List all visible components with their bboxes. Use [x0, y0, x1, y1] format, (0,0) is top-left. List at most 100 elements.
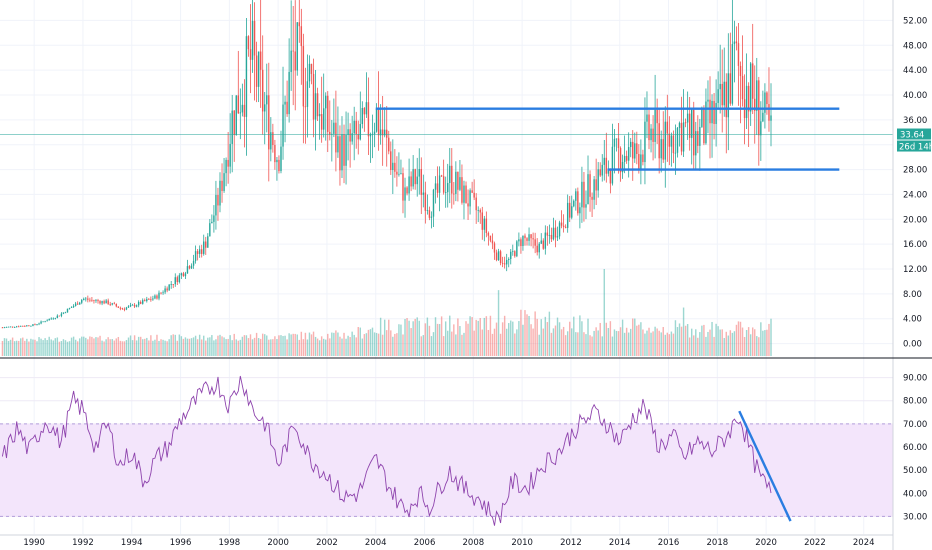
candle-body: [518, 239, 520, 242]
volume-bar: [316, 338, 319, 356]
candle-body: [416, 176, 418, 185]
volume-bar: [213, 340, 215, 356]
volume-bar: [473, 330, 475, 356]
candle-body: [192, 260, 195, 266]
candle-body: [343, 134, 345, 166]
volume-bar: [438, 324, 441, 356]
volume-bar: [646, 330, 648, 356]
candle-body: [556, 236, 559, 238]
candle-body: [81, 300, 83, 303]
volume-bar: [658, 330, 660, 356]
x-tick-label: 1996: [170, 538, 192, 548]
candle-body: [432, 189, 435, 217]
volume-bar: [150, 335, 152, 356]
candle-body: [99, 301, 101, 304]
volume-bar: [491, 333, 494, 356]
volume-bar: [294, 333, 296, 356]
volume-bar: [349, 337, 351, 356]
volume-bar: [180, 336, 183, 356]
volume-bar: [674, 320, 677, 356]
volume-bar: [310, 334, 313, 356]
candle-body: [457, 171, 459, 190]
volume-bar: [377, 333, 380, 356]
candle-body: [28, 325, 30, 327]
candle-body: [495, 252, 498, 261]
volume-bar: [5, 338, 8, 356]
candle-body: [725, 81, 727, 118]
volume-bar: [451, 331, 453, 356]
volume-bar: [404, 318, 406, 356]
volume-bar: [109, 339, 111, 356]
candle-body: [562, 225, 565, 227]
volume-bar: [550, 332, 553, 356]
volume-bar: [235, 339, 237, 356]
volume-bar: [540, 319, 542, 356]
candle-body: [695, 131, 697, 156]
candle-body: [644, 121, 646, 163]
volume-bar: [465, 321, 467, 356]
price-tick-label: 40.00: [903, 91, 927, 101]
candle-body: [400, 173, 402, 174]
candle-body: [137, 301, 140, 306]
volume-bar: [286, 339, 288, 356]
candle-body: [721, 83, 723, 106]
volume-bar: [30, 338, 32, 356]
volume-bar: [495, 322, 498, 356]
candle-body: [764, 92, 766, 113]
rsi-trendline[interactable]: [738, 410, 792, 522]
volume-bar: [345, 338, 347, 356]
candle-body: [510, 251, 512, 259]
candle-body: [142, 300, 144, 304]
volume-bar: [548, 311, 551, 356]
volume-bar: [103, 341, 105, 356]
candle-body: [542, 240, 544, 249]
volume-bar: [217, 335, 219, 356]
candle-body: [680, 122, 683, 152]
x-tick-label: 2018: [707, 538, 729, 548]
candle-body: [402, 173, 404, 201]
candle-body: [489, 235, 492, 241]
volume-bar: [375, 332, 378, 356]
candle-body: [599, 169, 601, 176]
candle-body: [349, 129, 351, 142]
candle-body: [737, 43, 740, 66]
volume-bar: [1, 340, 4, 356]
candle-body: [520, 239, 522, 247]
candle-body: [72, 305, 75, 308]
volume-bar: [225, 339, 227, 356]
candle-body: [103, 301, 105, 304]
volume-bar: [664, 334, 666, 356]
candle-body: [62, 312, 65, 314]
candle-body: [420, 169, 422, 195]
candle-body: [589, 174, 591, 197]
volume-bar: [162, 339, 164, 356]
candle-body: [22, 325, 24, 327]
candle-body: [249, 49, 252, 60]
volume-bar: [619, 327, 622, 356]
candle-body: [414, 169, 416, 185]
candle-body: [577, 191, 579, 214]
volume-bar: [308, 332, 311, 356]
volume-bar: [304, 332, 307, 356]
volume-bar: [770, 318, 772, 356]
candle-body: [538, 243, 540, 253]
candle-body: [424, 192, 427, 211]
volume-bar: [300, 331, 303, 356]
candle-body: [404, 187, 406, 201]
volume-bar: [552, 328, 555, 356]
candle-body: [674, 152, 677, 154]
volume-bar: [24, 340, 26, 356]
candle-body: [337, 136, 339, 153]
volume-bar: [686, 324, 689, 356]
candle-body: [42, 321, 44, 323]
candle-body: [125, 307, 128, 310]
price-candles: [1, 0, 772, 329]
candle-body: [481, 212, 483, 230]
volume-bar: [42, 340, 44, 356]
candle-body: [87, 298, 89, 300]
volume-bar: [660, 332, 662, 356]
volume-bar: [20, 338, 22, 356]
volume-bar: [662, 326, 664, 356]
candle-body: [528, 234, 530, 241]
